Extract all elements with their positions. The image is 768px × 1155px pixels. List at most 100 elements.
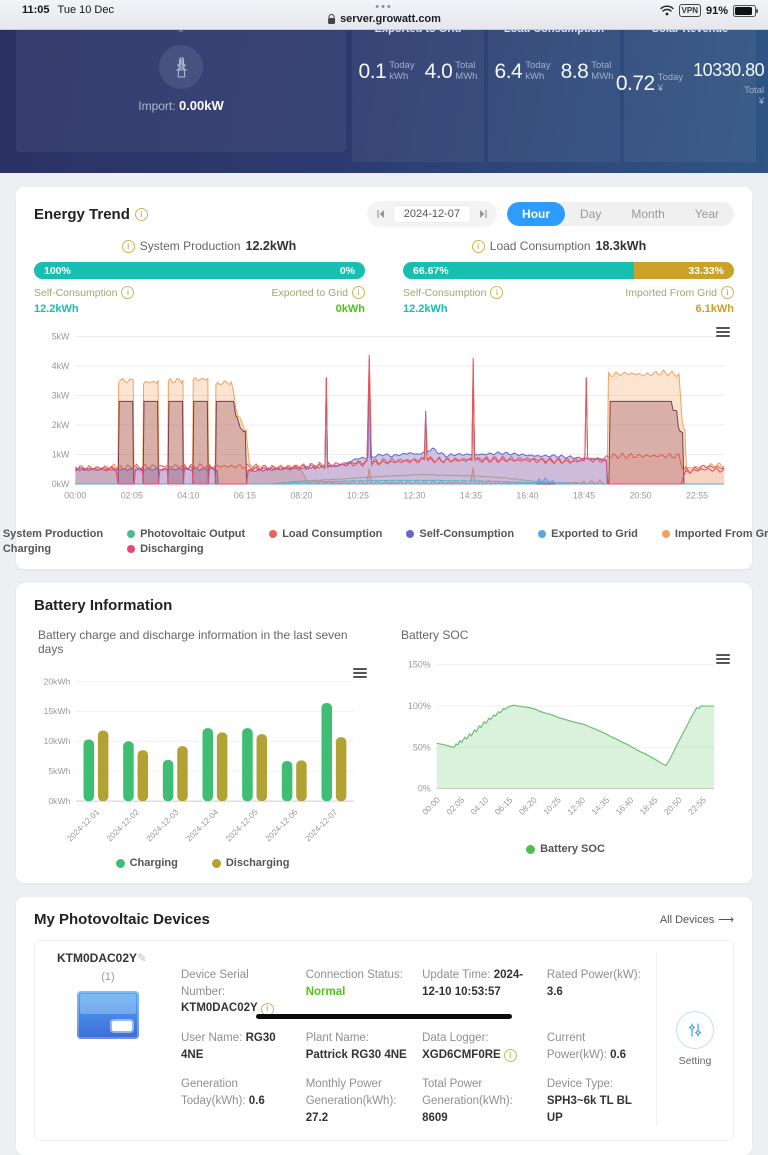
svg-text:04:10: 04:10 — [468, 795, 490, 817]
wifi-icon — [659, 5, 674, 16]
legend-item[interactable]: Imported From Grid — [661, 528, 768, 540]
self-consumption-bars: 100% 0% Self-Consumption i Exported to Gr… — [34, 262, 734, 315]
load-consumption-stat: i Load Consumption 18.3kWh — [384, 239, 734, 253]
svg-text:4kW: 4kW — [52, 361, 70, 371]
svg-text:15kWh: 15kWh — [44, 706, 71, 716]
svg-text:2kW: 2kW — [52, 420, 70, 430]
home-indicator[interactable] — [256, 1014, 512, 1019]
svg-text:0kW: 0kW — [52, 479, 70, 489]
energy-trend-card: Energy Trend i 2024-12-07 Hour Day Month Yea… — [3, 187, 768, 569]
svg-text:04:10: 04:10 — [177, 491, 199, 501]
status-date: Tue 10 Dec — [57, 4, 114, 16]
legend-item[interactable]: Exported to Grid — [538, 528, 638, 540]
svg-text:10:25: 10:25 — [347, 491, 369, 501]
legend-item[interactable]: Discharging — [127, 543, 245, 555]
battery-soc-subtitle: Battery SOC — [401, 628, 469, 642]
svg-text:20:50: 20:50 — [629, 491, 651, 501]
hero-stat-title: Exported to Grid — [352, 30, 484, 35]
tab-day[interactable]: Day — [580, 207, 602, 221]
chart-menu-icon[interactable] — [716, 652, 730, 666]
svg-text:1kW: 1kW — [52, 449, 70, 459]
collapse-chevron-icon[interactable]: ⌃ — [176, 30, 186, 40]
legend-dot-icon — [538, 530, 547, 538]
svg-text:2024-12-06: 2024-12-06 — [264, 807, 300, 843]
svg-text:08:20: 08:20 — [517, 795, 539, 817]
info-icon[interactable]: i — [490, 286, 504, 299]
legend-item[interactable]: System Production — [2, 528, 104, 540]
svg-text:3kW: 3kW — [52, 390, 70, 400]
grid-tower-badge — [159, 45, 203, 89]
grid-import-panel: ⌃ Import: 0.00kW — [16, 30, 346, 152]
hero-stat-title: Solar Revenue — [624, 30, 756, 35]
chart-menu-icon[interactable] — [353, 666, 367, 680]
battery-bars-subtitle: Battery charge and discharge information… — [38, 628, 348, 656]
devices-card: My Photovoltaic Devices All Devices ⟶ KTM… — [16, 897, 752, 1155]
device-fields: Device Serial Number: KTM0DAC02Y i Connec… — [167, 951, 656, 1126]
tab-month[interactable]: Month — [631, 207, 665, 221]
svg-text:100%: 100% — [408, 701, 431, 711]
legend-dot-icon — [127, 530, 136, 538]
address-bar[interactable]: server.growatt.com — [327, 13, 441, 25]
legend-item[interactable]: Discharging — [211, 857, 289, 869]
svg-text:02:05: 02:05 — [121, 491, 143, 501]
next-date-icon[interactable] — [478, 209, 488, 219]
info-icon[interactable]: i — [134, 207, 148, 221]
legend-item[interactable]: Photovoltaic Output — [127, 528, 245, 540]
browser-chrome: 11:05 Tue 10 Dec ••• server.growatt.com … — [0, 0, 768, 30]
device-field: Connection Status: Normal — [305, 969, 403, 998]
period-tabs: Hour Day Month Year — [507, 202, 734, 226]
svg-text:10kWh: 10kWh — [44, 736, 71, 746]
device-field: Total Power Generation(kWh): 8609 — [422, 1078, 513, 1124]
device-field: Rated Power(kW): 3.6 — [546, 969, 641, 998]
info-icon[interactable]: i — [121, 286, 135, 299]
energy-chart: 0kW 1kW 2kW 3kW 4kW 5kW 00:00 02:05 04:10 06:15 08… — [34, 325, 734, 526]
legend-item[interactable]: Charging — [2, 543, 52, 555]
device-card[interactable]: KTM0DAC02Y✎ (1) Device Serial Number: KT… — [34, 940, 734, 1142]
status-indicators: VPN 91% — [659, 4, 758, 17]
info-icon[interactable]: i — [471, 239, 485, 253]
svg-text:22:55: 22:55 — [686, 795, 708, 817]
svg-text:18:45: 18:45 — [573, 491, 595, 501]
setting-button[interactable] — [676, 1010, 714, 1049]
battery-info-card: Battery Information Battery charge and d… — [16, 583, 752, 883]
svg-text:2024-12-01: 2024-12-01 — [65, 807, 101, 843]
date-value[interactable]: 2024-12-07 — [392, 205, 472, 223]
tab-overview-dots[interactable]: ••• — [375, 1, 393, 13]
device-field: Plant Name: Pattrick RG30 4NE — [305, 1032, 407, 1061]
device-field: Data Logger: XGD6CMF0RE i — [422, 1030, 535, 1063]
legend-item[interactable]: Load Consumption — [269, 528, 382, 540]
tab-hour[interactable]: Hour — [507, 202, 566, 226]
svg-text:5kWh: 5kWh — [48, 766, 70, 776]
info-icon[interactable]: i — [503, 1048, 517, 1062]
tab-year[interactable]: Year — [694, 207, 719, 221]
svg-text:0kWh: 0kWh — [48, 796, 70, 806]
prev-date-icon[interactable] — [376, 209, 386, 219]
info-icon[interactable]: i — [352, 286, 365, 299]
info-icon[interactable]: i — [121, 239, 135, 253]
all-devices-link[interactable]: All Devices ⟶ — [659, 913, 734, 927]
legend-item[interactable]: Battery SOC — [526, 843, 605, 855]
edit-icon[interactable]: ✎ — [137, 951, 148, 965]
legend-item[interactable]: Charging — [115, 857, 178, 869]
hero-stat-title: Load Consumption — [488, 30, 620, 35]
legend-dot-icon — [406, 530, 415, 538]
legend-dot-icon — [269, 530, 278, 538]
chart-menu-icon[interactable] — [716, 325, 730, 339]
tune-icon — [688, 1023, 702, 1037]
info-icon[interactable]: i — [721, 286, 734, 299]
svg-text:12:30: 12:30 — [565, 795, 587, 817]
device-setting: Setting — [656, 951, 733, 1127]
energy-legend: System Production Photovoltaic Output Load… — [3, 528, 768, 555]
svg-text:5kW: 5kW — [52, 331, 70, 341]
energy-trend-title: Energy Trend i — [34, 206, 148, 223]
svg-text:50%: 50% — [413, 742, 431, 752]
device-field: Current Power(kW): 0.6 — [546, 1032, 627, 1061]
svg-text:02:05: 02:05 — [444, 795, 466, 817]
legend-item[interactable]: Self-Consumption — [406, 528, 514, 540]
self-consumption-bar: 100% 0% Self-Consumption i Exported to Gr… — [34, 262, 365, 315]
svg-text:2024-12-05: 2024-12-05 — [224, 807, 260, 843]
svg-text:14:35: 14:35 — [589, 795, 611, 817]
arrow-right-icon: ⟶ — [718, 914, 734, 926]
